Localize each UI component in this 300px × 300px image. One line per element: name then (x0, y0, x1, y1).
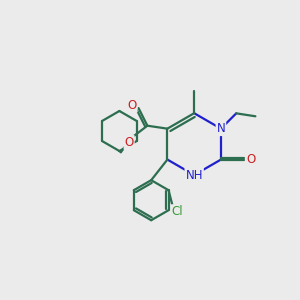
Text: O: O (128, 99, 137, 112)
Text: N: N (217, 122, 225, 135)
Text: Cl: Cl (172, 205, 183, 218)
Text: O: O (246, 153, 256, 166)
Text: O: O (124, 136, 134, 149)
Text: NH: NH (185, 169, 203, 182)
